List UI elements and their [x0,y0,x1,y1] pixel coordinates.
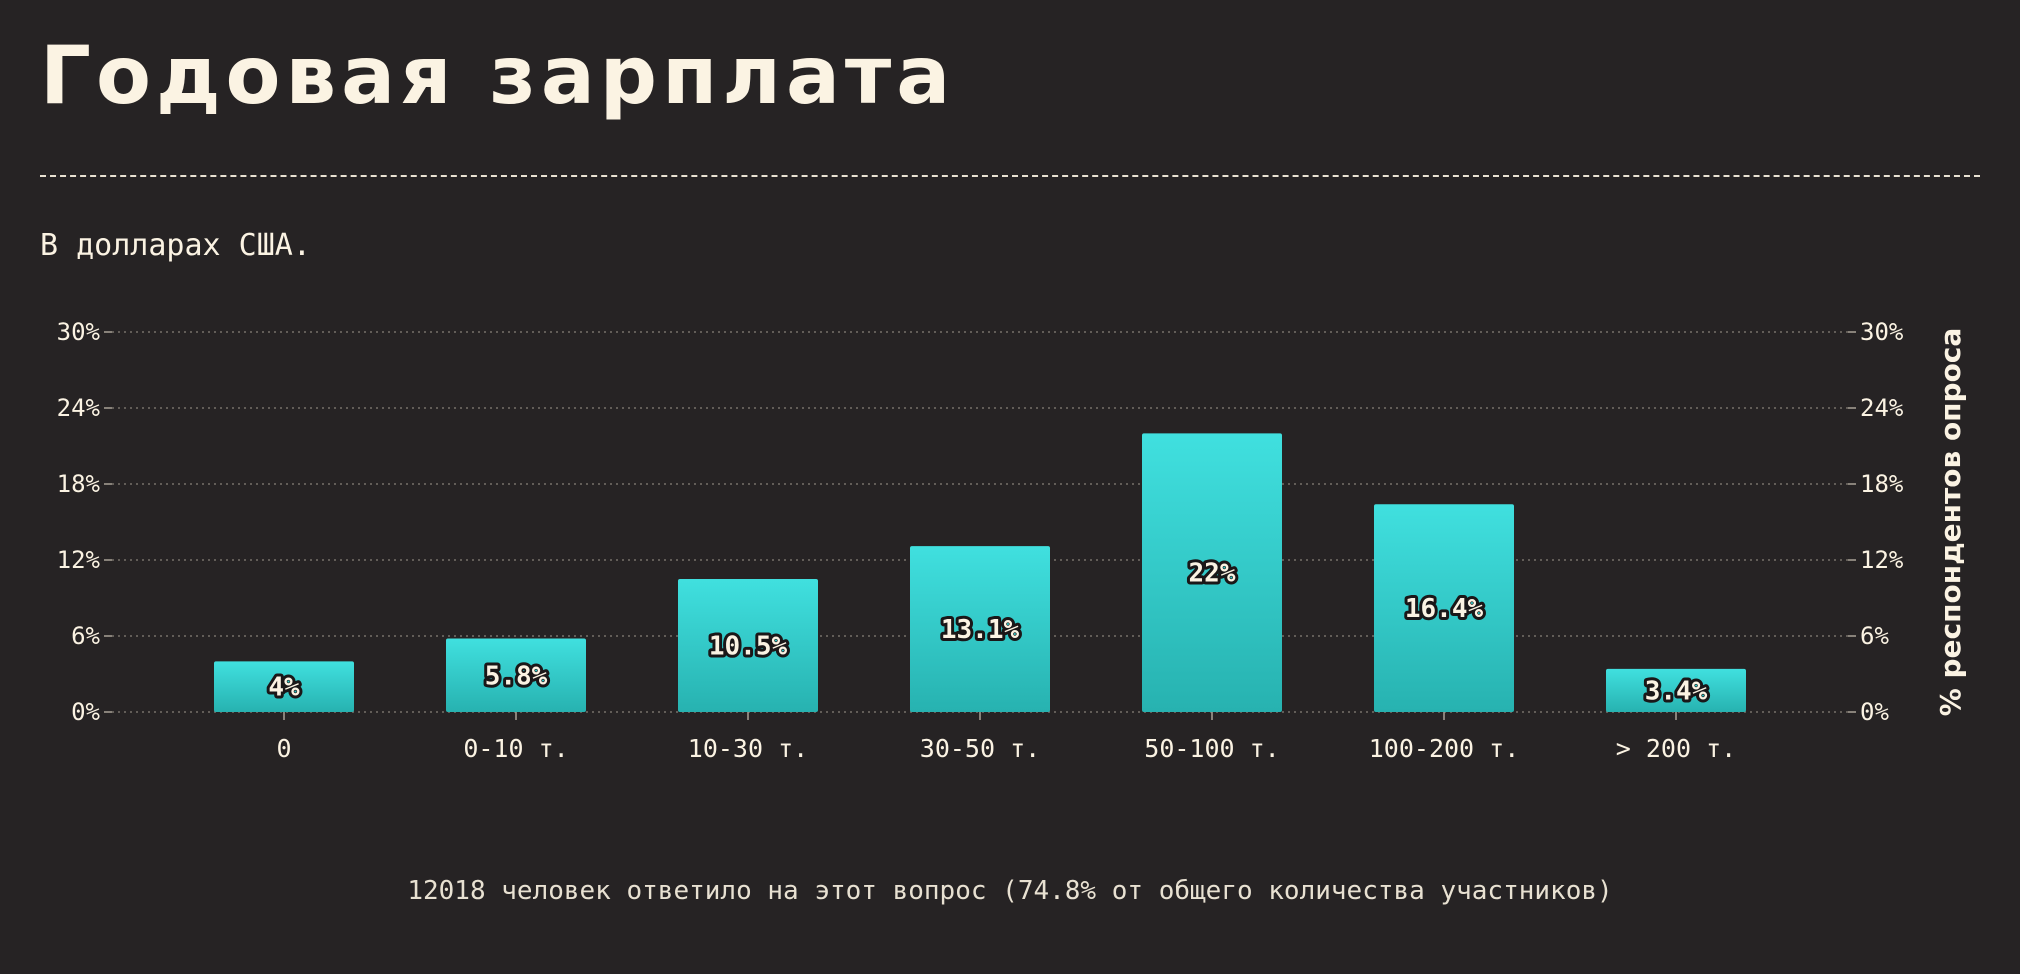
bar-value-label: 16.4% [1405,594,1484,624]
x-category-label: 30-50 т. [920,734,1040,763]
bar-value-label: 3.4% [1645,676,1708,706]
bar [1606,668,1746,712]
bar-value-label: 10.5% [709,632,788,662]
title-divider [40,175,1980,177]
y-axis-title: % респондентов опроса [1934,328,1967,717]
y-tick-label-left: 30% [57,318,101,346]
bar-value-label: 4% [268,673,300,703]
bar [214,661,354,712]
bar-layer [214,433,1746,712]
chart-title: Годовая зарплата [40,29,956,122]
y-tick-label-right: 0% [1860,698,1889,726]
x-category-label: 10-30 т. [688,734,808,763]
bar-value-label: 22% [1189,559,1236,589]
bar-value-label: 5.8% [485,661,548,691]
footnote: 12018 человек ответило на этот вопрос (7… [407,876,1613,906]
label-layer: 0% 0% 6% 6% 12% 12% 18% 18% 24% 24% 30% 30% 4% 0 5.8% 0… [57,318,1904,763]
bar [1142,433,1282,712]
x-category-label: > 200 т. [1616,734,1736,763]
y-tick-label-left: 0% [71,698,100,726]
y-tick-label-left: 18% [57,470,101,498]
x-category-label: 100-200 т. [1369,734,1520,763]
y-tick-label-right: 30% [1860,318,1904,346]
bar [910,546,1050,712]
x-category-label: 0-10 т. [463,734,568,763]
y-tick-label-right: 24% [1860,394,1904,422]
y-tick-label-left: 24% [57,394,101,422]
y-tick-label-left: 6% [71,622,100,650]
bar [678,579,818,712]
x-category-label: 0 [276,734,291,763]
y-tick-label-left: 12% [57,546,101,574]
y-tick-label-right: 6% [1860,622,1889,650]
bar-chart: 0% 0% 6% 6% 12% 12% 18% 18% 24% 24% 30% 30% 4% 0 5.8% 0… [57,318,1967,763]
bar [1374,504,1514,712]
bar-value-label: 13.1% [941,615,1020,645]
x-category-label: 50-100 т. [1144,734,1279,763]
bar [446,638,586,712]
y-tick-label-right: 12% [1860,546,1904,574]
y-tick-label-right: 18% [1860,470,1904,498]
grid-layer [104,331,1856,720]
chart-subtitle: В долларах США. [40,228,311,263]
